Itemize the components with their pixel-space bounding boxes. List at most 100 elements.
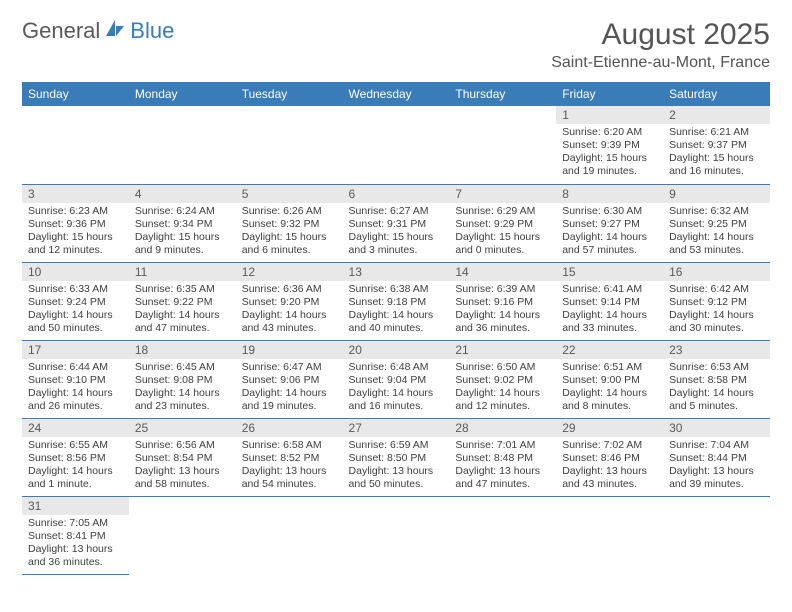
daylight-text: Daylight: 13 hours and 54 minutes. <box>242 465 337 491</box>
daylight-text: Daylight: 14 hours and 1 minute. <box>28 465 123 491</box>
day-cell: 7Sunrise: 6:29 AMSunset: 9:29 PMDaylight… <box>449 184 556 262</box>
dayname-header: Thursday <box>449 82 556 106</box>
sunset-text: Sunset: 8:58 PM <box>669 374 764 387</box>
day-cell: 26 Sunrise: 6:58 AMSunset: 8:52 PMDayligh… <box>236 418 343 496</box>
day-cell: 3Sunrise: 6:23 AMSunset: 9:36 PMDaylight… <box>22 184 129 262</box>
day-info: Sunrise: 6:35 AMSunset: 9:22 PMDaylight:… <box>129 281 236 340</box>
day-info: Sunrise: 6:48 AMSunset: 9:04 PMDaylight:… <box>343 359 450 418</box>
sunrise-text: Sunrise: 6:55 AM <box>28 439 123 452</box>
day-number: 17 <box>22 341 129 359</box>
day-cell: 23Sunrise: 6:53 AMSunset: 8:58 PMDayligh… <box>663 340 770 418</box>
sunrise-text: Sunrise: 6:33 AM <box>28 283 123 296</box>
sunrise-text: Sunrise: 6:59 AM <box>349 439 444 452</box>
sunset-text: Sunset: 9:34 PM <box>135 218 230 231</box>
day-info: Sunrise: 6:21 AMSunset: 9:37 PMDaylight:… <box>663 124 770 183</box>
day-info: Sunrise: 6:39 AMSunset: 9:16 PMDaylight:… <box>449 281 556 340</box>
day-number: 5 <box>236 185 343 203</box>
sunrise-text: Sunrise: 6:36 AM <box>242 283 337 296</box>
empty-cell <box>22 106 129 184</box>
day-number: 4 <box>129 185 236 203</box>
sunset-text: Sunset: 9:36 PM <box>28 218 123 231</box>
day-info: Sunrise: 6:33 AMSunset: 9:24 PMDaylight:… <box>22 281 129 340</box>
sunset-text: Sunset: 8:46 PM <box>562 452 657 465</box>
daylight-text: Daylight: 14 hours and 57 minutes. <box>562 231 657 257</box>
week-row: 31Sunrise: 7:05 AMSunset: 8:41 PMDayligh… <box>22 496 770 574</box>
daylight-text: Daylight: 14 hours and 30 minutes. <box>669 309 764 335</box>
day-cell: 6Sunrise: 6:27 AMSunset: 9:31 PMDaylight… <box>343 184 450 262</box>
daylight-text: Daylight: 14 hours and 36 minutes. <box>455 309 550 335</box>
daylight-text: Daylight: 13 hours and 39 minutes. <box>669 465 764 491</box>
sunset-text: Sunset: 9:00 PM <box>562 374 657 387</box>
dayname-header: Sunday <box>22 82 129 106</box>
day-info: Sunrise: 6:32 AMSunset: 9:25 PMDaylight:… <box>663 203 770 262</box>
day-info: Sunrise: 6:59 AMSunset: 8:50 PMDaylight:… <box>343 437 450 496</box>
sail-icon <box>104 18 126 44</box>
day-number: 22 <box>556 341 663 359</box>
day-number: 6 <box>343 185 450 203</box>
day-cell: 24Sunrise: 6:55 AMSunset: 8:56 PMDayligh… <box>22 418 129 496</box>
empty-cell <box>449 106 556 184</box>
sunset-text: Sunset: 9:39 PM <box>562 139 657 152</box>
day-cell: 4Sunrise: 6:24 AMSunset: 9:34 PMDaylight… <box>129 184 236 262</box>
day-number: 26 <box>236 419 343 437</box>
sunrise-text: Sunrise: 6:26 AM <box>242 205 337 218</box>
dayname-header: Saturday <box>663 82 770 106</box>
sunrise-text: Sunrise: 6:29 AM <box>455 205 550 218</box>
sunset-text: Sunset: 9:08 PM <box>135 374 230 387</box>
sunset-text: Sunset: 9:14 PM <box>562 296 657 309</box>
sunrise-text: Sunrise: 6:27 AM <box>349 205 444 218</box>
daylight-text: Daylight: 13 hours and 47 minutes. <box>455 465 550 491</box>
sunset-text: Sunset: 9:20 PM <box>242 296 337 309</box>
day-cell: 29Sunrise: 7:02 AMSunset: 8:46 PMDayligh… <box>556 418 663 496</box>
day-cell: 17Sunrise: 6:44 AMSunset: 9:10 PMDayligh… <box>22 340 129 418</box>
day-info: Sunrise: 6:41 AMSunset: 9:14 PMDaylight:… <box>556 281 663 340</box>
sunset-text: Sunset: 9:02 PM <box>455 374 550 387</box>
sunset-text: Sunset: 8:48 PM <box>455 452 550 465</box>
sunrise-text: Sunrise: 7:05 AM <box>28 517 123 530</box>
day-number: 10 <box>22 263 129 281</box>
daylight-text: Daylight: 13 hours and 58 minutes. <box>135 465 230 491</box>
daylight-text: Daylight: 14 hours and 43 minutes. <box>242 309 337 335</box>
day-cell: 15Sunrise: 6:41 AMSunset: 9:14 PMDayligh… <box>556 262 663 340</box>
sunset-text: Sunset: 9:12 PM <box>669 296 764 309</box>
day-number: 21 <box>449 341 556 359</box>
daylight-text: Daylight: 14 hours and 26 minutes. <box>28 387 123 413</box>
sunrise-text: Sunrise: 7:02 AM <box>562 439 657 452</box>
sunrise-text: Sunrise: 7:01 AM <box>455 439 550 452</box>
sunrise-text: Sunrise: 6:20 AM <box>562 126 657 139</box>
daylight-text: Daylight: 15 hours and 16 minutes. <box>669 152 764 178</box>
location: Saint-Etienne-au-Mont, France <box>551 54 770 72</box>
sunrise-text: Sunrise: 6:21 AM <box>669 126 764 139</box>
day-number: 23 <box>663 341 770 359</box>
sunrise-text: Sunrise: 6:53 AM <box>669 361 764 374</box>
day-number: 11 <box>129 263 236 281</box>
sunset-text: Sunset: 9:04 PM <box>349 374 444 387</box>
day-cell: 13Sunrise: 6:38 AMSunset: 9:18 PMDayligh… <box>343 262 450 340</box>
day-info: Sunrise: 6:30 AMSunset: 9:27 PMDaylight:… <box>556 203 663 262</box>
week-row: 17Sunrise: 6:44 AMSunset: 9:10 PMDayligh… <box>22 340 770 418</box>
daylight-text: Daylight: 14 hours and 23 minutes. <box>135 387 230 413</box>
day-cell: 28Sunrise: 7:01 AMSunset: 8:48 PMDayligh… <box>449 418 556 496</box>
empty-cell <box>129 496 236 574</box>
day-cell: 16Sunrise: 6:42 AMSunset: 9:12 PMDayligh… <box>663 262 770 340</box>
sunrise-text: Sunrise: 6:32 AM <box>669 205 764 218</box>
day-info: Sunrise: 6:47 AMSunset: 9:06 PMDaylight:… <box>236 359 343 418</box>
day-cell: 21Sunrise: 6:50 AMSunset: 9:02 PMDayligh… <box>449 340 556 418</box>
day-cell: 14Sunrise: 6:39 AMSunset: 9:16 PMDayligh… <box>449 262 556 340</box>
daylight-text: Daylight: 15 hours and 6 minutes. <box>242 231 337 257</box>
day-number: 2 <box>663 106 770 124</box>
sunrise-text: Sunrise: 6:42 AM <box>669 283 764 296</box>
sunset-text: Sunset: 9:10 PM <box>28 374 123 387</box>
empty-cell <box>129 106 236 184</box>
sunrise-text: Sunrise: 6:45 AM <box>135 361 230 374</box>
sunset-text: Sunset: 9:25 PM <box>669 218 764 231</box>
day-cell: 25Sunrise: 6:56 AMSunset: 8:54 PMDayligh… <box>129 418 236 496</box>
day-cell: 2Sunrise: 6:21 AMSunset: 9:37 PMDaylight… <box>663 106 770 184</box>
day-number: 18 <box>129 341 236 359</box>
day-info: Sunrise: 6:24 AMSunset: 9:34 PMDaylight:… <box>129 203 236 262</box>
sunset-text: Sunset: 9:27 PM <box>562 218 657 231</box>
day-number: 1 <box>556 106 663 124</box>
day-number: 30 <box>663 419 770 437</box>
sunrise-text: Sunrise: 6:58 AM <box>242 439 337 452</box>
sunset-text: Sunset: 8:52 PM <box>242 452 337 465</box>
